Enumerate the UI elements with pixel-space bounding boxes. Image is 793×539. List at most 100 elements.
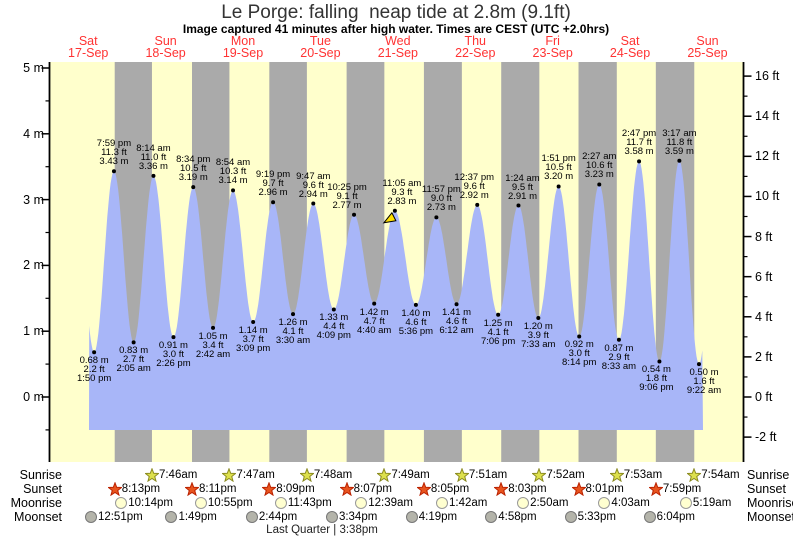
tide-dot xyxy=(352,212,357,217)
moonset-entry: 3:34pm xyxy=(325,510,377,524)
tide-dot xyxy=(536,316,541,321)
almanac-row-label-sunset: Sunset xyxy=(23,482,62,496)
sunrise-entry: 7:46am xyxy=(144,468,197,482)
moonrise-time: 10:55pm xyxy=(207,497,253,509)
low-tide-label: 1.33 m 4.4 ft 4:09 pm xyxy=(316,312,351,342)
moonrise-entry: 1:42am xyxy=(435,496,487,510)
tide-water-area xyxy=(89,160,703,431)
moonrise-icon xyxy=(194,497,207,509)
low-tide-label: 1.40 m 4.6 ft 5:36 pm xyxy=(398,307,434,337)
tide-dot xyxy=(677,158,682,163)
tide-dot xyxy=(92,350,97,355)
moonrise-time: 5:19am xyxy=(692,497,732,509)
low-tide-label: 0.91 m 3.0 ft 2:26 pm xyxy=(156,340,191,370)
moonset-entry: 5:33pm xyxy=(564,510,616,524)
sunrise-time: 7:48am xyxy=(313,469,353,481)
sunset-icon xyxy=(185,482,199,496)
moonrise-icon xyxy=(355,497,368,509)
sunrise-icon xyxy=(144,468,159,482)
day-name: Sun xyxy=(154,34,177,48)
moonset-time: 1:49pm xyxy=(178,511,217,523)
tide-dot xyxy=(311,201,316,206)
tide-dot xyxy=(696,362,701,367)
moonrise-icon xyxy=(598,497,611,509)
left-axis-tick-label: 4 m xyxy=(23,126,44,141)
sunset-icon xyxy=(494,482,509,496)
moonset-icon xyxy=(405,511,418,523)
day-name: Thu xyxy=(464,34,487,48)
tide-dot xyxy=(637,159,642,164)
right-axis-tick-label: 14 ft xyxy=(755,109,780,124)
right-axis-tick-label: 0 ft xyxy=(755,390,773,404)
tide-dot xyxy=(151,173,156,178)
low-tide-label: 0.83 m 2.7 ft 2:05 am xyxy=(116,345,151,375)
sunset-icon xyxy=(107,482,122,496)
moonrise-entry: 5:19am xyxy=(679,496,731,510)
moonrise-entry: 2:50am xyxy=(516,496,568,510)
day-label: Thu 22-Sep xyxy=(455,34,495,60)
tide-dot xyxy=(372,301,377,306)
chart-title: Le Porge: falling neap tide at 2.8m (9.1… xyxy=(221,2,571,23)
sunrise-icon xyxy=(222,468,237,482)
low-tide-label: 0.92 m 3.0 ft 8:14 pm xyxy=(562,339,597,369)
low-tide-label: 1.41 m 4.6 ft 6:12 am xyxy=(439,307,474,337)
moon-phase-label: Last Quarter | 3:38pm xyxy=(266,524,378,536)
sunrise-time: 7:54am xyxy=(701,469,740,481)
almanac-row-label-moonrise-right: Moonrise xyxy=(747,496,793,510)
sunset-entry: 7:59pm xyxy=(648,482,701,496)
tide-dot xyxy=(475,202,480,207)
moonrise-time: 12:39am xyxy=(368,497,413,509)
sunrise-entry: 7:52am xyxy=(532,468,585,482)
right-axis-tick-label: 4 ft xyxy=(755,309,773,324)
sunset-icon xyxy=(571,482,586,496)
high-tide-label: 3:17 am 11.8 ft 3.59 m xyxy=(662,127,697,157)
left-axis-tick-label: 2 m xyxy=(23,258,44,273)
sunset-time: 8:09pm xyxy=(276,483,315,495)
tide-dot xyxy=(434,215,439,220)
sunset-icon xyxy=(262,482,277,496)
sunset-time: 8:07pm xyxy=(353,483,392,495)
day-name: Sat xyxy=(78,34,98,48)
sunrise-icon xyxy=(299,468,314,482)
sunrise-entry: 7:51am xyxy=(454,468,507,482)
almanac-row-label-moonrise: Moonrise xyxy=(10,496,62,510)
tide-dot xyxy=(597,182,602,187)
moonset-time: 4:58pm xyxy=(498,511,537,523)
sunset-entry: 8:07pm xyxy=(339,482,392,496)
sunset-time: 8:11pm xyxy=(199,483,237,495)
left-axis-tick-label: 1 m xyxy=(23,324,44,339)
low-tide-label: 0.50 m 1.6 ft 9:22 am xyxy=(686,367,722,397)
tide-dot xyxy=(171,335,176,340)
sunset-time: 8:03pm xyxy=(508,483,547,495)
moonset-entry: 4:19pm xyxy=(405,510,457,524)
tide-dot xyxy=(331,307,336,312)
moonset-time: 5:33pm xyxy=(577,511,616,523)
almanac-row-label-sunrise-right: Sunrise xyxy=(747,468,790,482)
tide-dot xyxy=(271,200,276,205)
moonrise-icon xyxy=(679,497,692,509)
current-time-marker xyxy=(382,211,397,224)
sunrise-time: 7:49am xyxy=(391,469,430,481)
day-name: Mon xyxy=(230,34,256,48)
almanac-row-label-moonset: Moonset xyxy=(14,510,62,524)
day-label: Fri 23-Sep xyxy=(533,35,573,60)
high-tide-label: 8:34 pm 10.5 ft 3.19 m xyxy=(176,154,211,184)
tide-dot xyxy=(191,185,196,190)
high-tide-label: 8:14 am 11.0 ft 3.36 m xyxy=(136,142,171,172)
moonset-entry: 6:04pm xyxy=(643,510,695,524)
high-tide-label: 2:27 am 10.6 ft 3.23 m xyxy=(582,151,617,181)
sunset-time: 8:05pm xyxy=(430,483,470,495)
sunset-entry: 8:05pm xyxy=(416,482,470,496)
moonset-entry: 4:58pm xyxy=(484,510,537,524)
sunset-icon xyxy=(416,482,431,496)
day-label: Mon 19-Sep xyxy=(223,34,263,60)
sunset-entry: 8:11pm xyxy=(185,482,237,496)
sunset-time: 8:01pm xyxy=(585,483,624,495)
moonset-time: 2:44pm xyxy=(258,511,298,523)
day-date: 25-Sep xyxy=(687,46,728,60)
moonrise-icon xyxy=(517,497,530,509)
chart-subtitle: Image captured 41 minutes after high wat… xyxy=(182,22,610,36)
day-date: 20-Sep xyxy=(300,46,341,60)
sunrise-entry: 7:54am xyxy=(687,468,740,482)
